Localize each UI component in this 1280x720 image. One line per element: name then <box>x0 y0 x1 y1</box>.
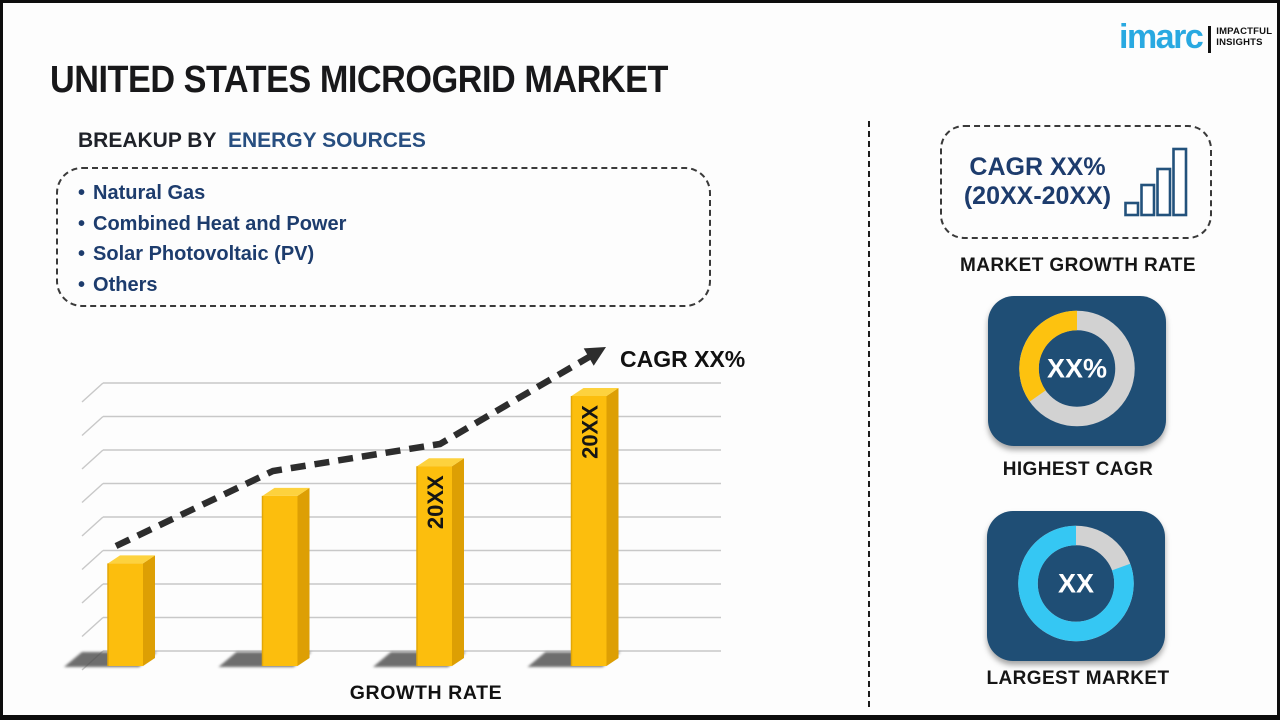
growth-bar-chart: 20XX 20XX CAGR XX% GROWTH RATE <box>55 333 767 715</box>
cagr-value-line: CAGR XX% <box>969 153 1106 181</box>
page-title: UNITED STATES MICROGRID MARKET <box>50 59 668 101</box>
market-growth-rate-label: MARKET GROWTH RATE <box>960 255 1196 276</box>
bullet-icon: • <box>78 273 86 296</box>
bullet-icon: • <box>78 182 86 204</box>
largest-market-donut-icon: XX <box>1018 525 1134 642</box>
logo-tagline: IMPACTFUL INSIGHTS <box>1216 26 1272 48</box>
cagr-period-line: (20XX-20XX) <box>963 182 1112 210</box>
list-item: • Solar Photovoltaic (PV) <box>78 243 315 265</box>
growth-bar-chart-svg: 20XX 20XX CAGR XX% GROWTH RATE <box>64 346 745 704</box>
imarc-logo: imarc IMPACTFUL INSIGHTS <box>1119 17 1272 57</box>
highest-cagr-card: XX% <box>988 296 1166 446</box>
largest-market-card: XX <box>987 511 1165 661</box>
logo-tagline-line1: IMPACTFUL <box>1216 26 1273 37</box>
logo-tagline-line2: INSIGHTS <box>1216 37 1263 48</box>
list-item: • Natural Gas <box>78 182 206 204</box>
svg-text:XX%: XX% <box>1047 354 1107 384</box>
breakup-heading-highlight: ENERGY SOURCES <box>227 129 426 152</box>
highest-cagr-donut-icon: XX% <box>1019 310 1135 427</box>
svg-text:CAGR XX%: CAGR XX% <box>620 346 745 372</box>
breakup-heading: BREAKUP BY ENERGY SOURCES <box>78 129 426 153</box>
energy-sources-list: • Natural Gas • Combined Heat and Power • S… <box>78 178 709 300</box>
panel-divider <box>868 121 870 707</box>
breakup-heading-prefix: BREAKUP BY <box>78 129 217 152</box>
list-item: • Others <box>78 273 158 296</box>
cagr-summary-text: CAGR XX% (20XX-20XX) <box>964 153 1111 211</box>
bullet-icon: • <box>78 243 86 265</box>
cagr-summary-box: CAGR XX% (20XX-20XX) <box>940 125 1212 239</box>
growth-bars-icon <box>1124 147 1188 217</box>
imarc-logo-text: imarc <box>1119 18 1204 56</box>
bullet-icon: • <box>78 212 86 235</box>
svg-text:XX: XX <box>1058 569 1094 599</box>
largest-market-label: LARGEST MARKET <box>986 668 1170 689</box>
logo-divider <box>1208 26 1212 53</box>
svg-text:20XX: 20XX <box>578 405 603 459</box>
svg-text:GROWTH RATE: GROWTH RATE <box>350 682 502 704</box>
energy-sources-box: • Natural Gas • Combined Heat and Power • S… <box>56 167 711 307</box>
svg-text:20XX: 20XX <box>423 475 448 529</box>
list-item: • Combined Heat and Power <box>78 212 347 235</box>
highest-cagr-label: HIGHEST CAGR <box>1002 459 1154 480</box>
